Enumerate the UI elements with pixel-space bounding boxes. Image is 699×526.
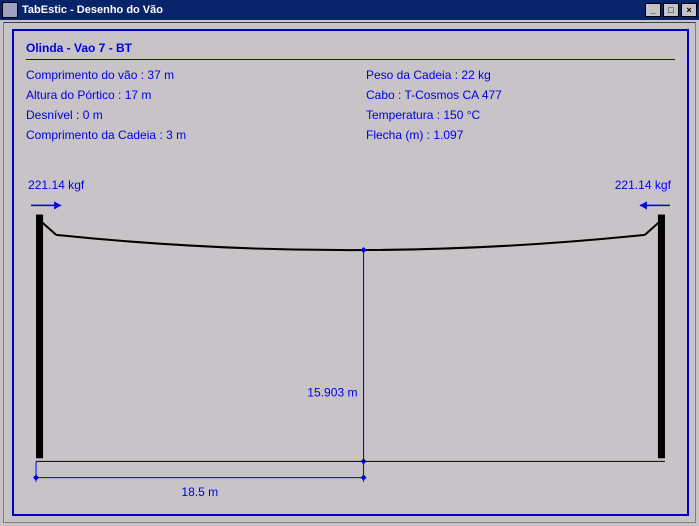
diagram-panel: Olinda - Vao 7 - BT Comprimento do vão :… <box>12 29 689 516</box>
label-desnivel: Desnível : 0 m <box>26 108 186 122</box>
window-frame: TabEstic - Desenho do Vão _ □ × Olinda -… <box>0 0 699 526</box>
tower-right <box>658 215 665 459</box>
separator-line <box>26 59 675 60</box>
tower-left <box>36 215 43 459</box>
label-flecha: Flecha (m) : 1.097 <box>366 128 502 142</box>
maximize-button[interactable]: □ <box>663 3 679 17</box>
minimize-button[interactable]: _ <box>645 3 661 17</box>
force-arrow-left-icon <box>31 201 61 209</box>
half-span-dimension-label: 18.5 m <box>181 485 218 499</box>
titlebar: TabEstic - Desenho do Vão _ □ × <box>0 0 699 20</box>
label-comprimento-vao: Comprimento do vão : 37 m <box>26 68 186 82</box>
force-left-label: 221.14 kgf <box>28 179 85 192</box>
info-grid: Comprimento do vão : 37 m Altura do Pórt… <box>26 68 675 148</box>
force-right-label: 221.14 kgf <box>615 179 672 192</box>
window-buttons: _ □ × <box>645 3 697 17</box>
label-peso-cadeia: Peso da Cadeia : 22 kg <box>366 68 502 82</box>
label-comprimento-cadeia: Comprimento da Cadeia : 3 m <box>26 128 186 142</box>
diagram-area: 221.14 kgf 221.14 kgf 15.903 m <box>26 179 675 504</box>
span-title: Olinda - Vao 7 - BT <box>26 41 675 55</box>
height-dimension-label: 15.903 m <box>307 385 357 399</box>
span-diagram-svg: 221.14 kgf 221.14 kgf 15.903 m <box>26 179 675 504</box>
force-arrow-right-icon <box>640 201 670 209</box>
close-button[interactable]: × <box>681 3 697 17</box>
client-area: Olinda - Vao 7 - BT Comprimento do vão :… <box>3 22 696 523</box>
dim-marker-top-icon <box>361 247 367 253</box>
label-cabo: Cabo : T-Cosmos CA 477 <box>366 88 502 102</box>
app-icon <box>2 2 18 18</box>
cable-catenary <box>56 235 645 250</box>
info-right-col: Peso da Cadeia : 22 kg Cabo : T-Cosmos C… <box>366 68 502 148</box>
label-temperatura: Temperatura : 150 °C <box>366 108 502 122</box>
label-altura-portico: Altura do Pórtico : 17 m <box>26 88 186 102</box>
window-title: TabEstic - Desenho do Vão <box>22 4 645 16</box>
info-left-col: Comprimento do vão : 37 m Altura do Pórt… <box>26 68 186 148</box>
